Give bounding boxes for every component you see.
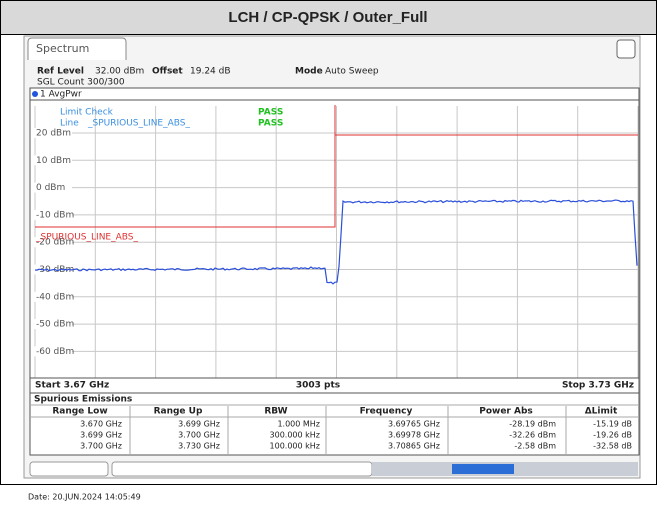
label-bg <box>34 182 72 193</box>
tab-label[interactable]: Spectrum <box>36 42 89 55</box>
table-cell: 3.700 GHz <box>178 431 220 440</box>
y-axis-label: -50 dBm <box>36 320 74 330</box>
table-cell: 3.730 GHz <box>178 442 220 451</box>
sgl-count: SGL Count 300/300 <box>37 78 125 88</box>
table-cell: -15.19 dB <box>593 420 632 429</box>
label-bg <box>34 291 72 302</box>
input-box[interactable] <box>29 461 109 477</box>
table-cell: 3.70865 GHz <box>388 442 440 451</box>
y-axis-label: -40 dBm <box>36 292 74 302</box>
table-cell: 3.69978 GHz <box>388 431 440 440</box>
column-header: ΔLimit <box>585 407 618 417</box>
status-box <box>111 461 373 477</box>
table-cell: -32.26 dBm <box>509 431 556 440</box>
column-header: Range Up <box>154 407 203 417</box>
table-cell: 3.69765 GHz <box>388 420 440 429</box>
label-bg <box>34 346 72 357</box>
table-frame <box>29 392 640 456</box>
limit-line <box>35 105 638 228</box>
y-axis-label: -20 dBm <box>36 238 74 248</box>
y-axis-label: -60 dBm <box>36 347 74 357</box>
start-freq: Start 3.67 GHz <box>35 381 109 391</box>
tab[interactable] <box>27 37 127 60</box>
table-title: Spurious Emissions <box>34 395 132 405</box>
y-axis-label: 20 dBm <box>36 129 71 139</box>
label-bg <box>34 128 72 138</box>
ref-level-label: Ref Level <box>37 67 84 77</box>
offset: 19.24 dB <box>190 67 231 77</box>
table-cell: 3.699 GHz <box>178 420 220 429</box>
line-name: _SPURIOUS_LINE_ABS_ <box>87 119 190 129</box>
table-cell: 100.000 kHz <box>270 442 320 451</box>
y-axis-label: 10 dBm <box>36 156 71 166</box>
points: 3003 pts <box>296 381 340 391</box>
trace-label: 1 AvgPwr <box>40 90 82 100</box>
table-cell: -19.26 dB <box>593 431 632 440</box>
mode-label: Mode <box>295 67 323 77</box>
y-axis-label: 0 dBm <box>36 183 65 193</box>
table-cell: 3.700 GHz <box>80 442 122 451</box>
mode: Auto Sweep <box>325 67 379 77</box>
column-header: Power Abs <box>479 407 533 417</box>
limit-check-label: Limit Check <box>60 108 114 118</box>
line-label: Line <box>60 119 79 129</box>
progress <box>452 464 514 474</box>
stop-freq: Stop 3.73 GHz <box>562 381 634 391</box>
column-header: RBW <box>264 407 287 417</box>
label-bg <box>34 319 72 330</box>
trace-dot <box>32 91 38 97</box>
title-band <box>0 0 657 35</box>
limit-check-status: PASS <box>258 108 283 118</box>
title: LCH / CP-QPSK / Outer_Full <box>228 9 427 26</box>
table-cell: -2.58 dBm <box>514 442 556 451</box>
trace <box>34 199 638 285</box>
line-status: PASS <box>258 119 283 129</box>
y-axis-label: -10 dBm <box>36 210 74 220</box>
table-cell: 1.000 MHz <box>277 420 320 429</box>
label-bg <box>34 237 72 248</box>
menu-icon[interactable] <box>616 39 636 59</box>
label-bg <box>34 209 72 220</box>
ref-level: 32.00 dBm <box>95 67 144 77</box>
date: Date: 20.JUN.2024 14:05:49 <box>28 493 141 502</box>
label-bg <box>34 155 72 166</box>
table-cell: 3.670 GHz <box>80 420 122 429</box>
column-header: Range Low <box>52 407 107 417</box>
table-cell: -28.19 dBm <box>509 420 556 429</box>
table-cell: 300.000 kHz <box>270 431 320 440</box>
column-header: Frequency <box>360 407 413 417</box>
limit-line-label: _SPURIOUS_LINE_ABS_ <box>35 233 138 243</box>
table-cell: 3.699 GHz <box>80 431 122 440</box>
table-cell: -32.58 dB <box>593 442 632 451</box>
offset-label: Offset <box>152 67 183 77</box>
